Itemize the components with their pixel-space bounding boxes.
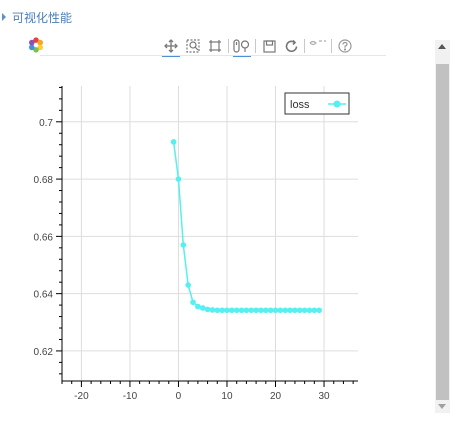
section-title: 可视化性能: [12, 9, 72, 26]
loss-point[interactable]: [225, 308, 230, 313]
scroll-up-arrow-icon[interactable]: [438, 44, 446, 49]
x-tick-label: 10: [221, 391, 233, 402]
y-tick-label: 0.68: [34, 175, 54, 186]
loss-point[interactable]: [181, 243, 186, 248]
loss-point[interactable]: [278, 308, 283, 313]
loss-point[interactable]: [239, 308, 244, 313]
loss-point[interactable]: [288, 308, 293, 313]
scroll-down-arrow-icon[interactable]: [438, 404, 446, 409]
loss-point[interactable]: [176, 177, 181, 182]
loss-point[interactable]: [302, 308, 307, 313]
plot-toolbar: [160, 36, 356, 56]
toolbar-separator: [228, 39, 229, 53]
loss-point[interactable]: [244, 308, 249, 313]
help-icon[interactable]: [334, 36, 356, 56]
box-zoom-icon[interactable]: [182, 36, 204, 56]
legend-label: loss: [290, 99, 310, 111]
refresh-icon[interactable]: [280, 36, 302, 56]
section-header[interactable]: 可视化性能: [2, 8, 72, 26]
vertical-scrollbar[interactable]: [435, 40, 450, 413]
x-tick-label: -10: [123, 391, 138, 402]
loss-point[interactable]: [191, 300, 196, 305]
toolbar-separator: [255, 39, 256, 53]
y-tick-label: 0.66: [34, 232, 54, 243]
x-tick-label: -20: [74, 391, 89, 402]
loss-point[interactable]: [205, 307, 210, 312]
x-tick-label: 0: [176, 391, 182, 402]
loss-point[interactable]: [268, 308, 273, 313]
loss-point[interactable]: [230, 308, 235, 313]
y-tick-label: 0.7: [39, 118, 53, 129]
x-tick-label: 20: [270, 391, 282, 402]
loss-chart[interactable]: -20 -10 0 10 20 30 0.62 0.64 0.66 0.68 0.7 loss: [0, 60, 400, 410]
loss-point[interactable]: [234, 308, 239, 313]
loss-point[interactable]: [196, 304, 201, 309]
loss-point[interactable]: [312, 308, 317, 313]
loss-point[interactable]: [293, 308, 298, 313]
y-tick-label: 0.64: [34, 290, 54, 301]
toolbar-separator: [304, 39, 305, 53]
loss-point[interactable]: [220, 308, 225, 313]
loss-point[interactable]: [259, 308, 264, 313]
bokeh-logo-icon: [28, 37, 44, 53]
loss-point[interactable]: [254, 308, 259, 313]
save-icon[interactable]: [258, 36, 280, 56]
loss-point[interactable]: [186, 283, 191, 288]
toolbar-divider: [40, 55, 386, 56]
loss-point[interactable]: [249, 308, 254, 313]
y-ticks: 0.62 0.64 0.66 0.68 0.7: [34, 87, 62, 373]
y-tick-label: 0.62: [34, 347, 54, 358]
x-ticks: -20 -10 0 10 20 30: [62, 381, 353, 402]
loss-point[interactable]: [307, 308, 312, 313]
caret-right-icon[interactable]: [2, 13, 6, 21]
loss-point[interactable]: [200, 306, 205, 311]
toolbar-separator: [331, 39, 332, 53]
loss-point[interactable]: [171, 140, 176, 145]
x-tick-label: 30: [318, 391, 330, 402]
loss-point[interactable]: [283, 308, 288, 313]
loss-point[interactable]: [317, 308, 322, 313]
loss-point[interactable]: [264, 308, 269, 313]
loss-point[interactable]: [273, 308, 278, 313]
legend[interactable]: loss: [285, 93, 349, 114]
loss-point[interactable]: [210, 308, 215, 313]
hover-icon[interactable]: [307, 36, 329, 56]
legend-swatch-marker: [334, 101, 341, 108]
wheel-zoom-icon[interactable]: [231, 36, 253, 56]
pan-icon[interactable]: [160, 36, 182, 56]
loss-point[interactable]: [215, 308, 220, 313]
loss-point[interactable]: [297, 308, 302, 313]
plot-area: [62, 86, 358, 381]
reset-view-icon[interactable]: [204, 36, 226, 56]
scroll-thumb[interactable]: [436, 64, 449, 400]
